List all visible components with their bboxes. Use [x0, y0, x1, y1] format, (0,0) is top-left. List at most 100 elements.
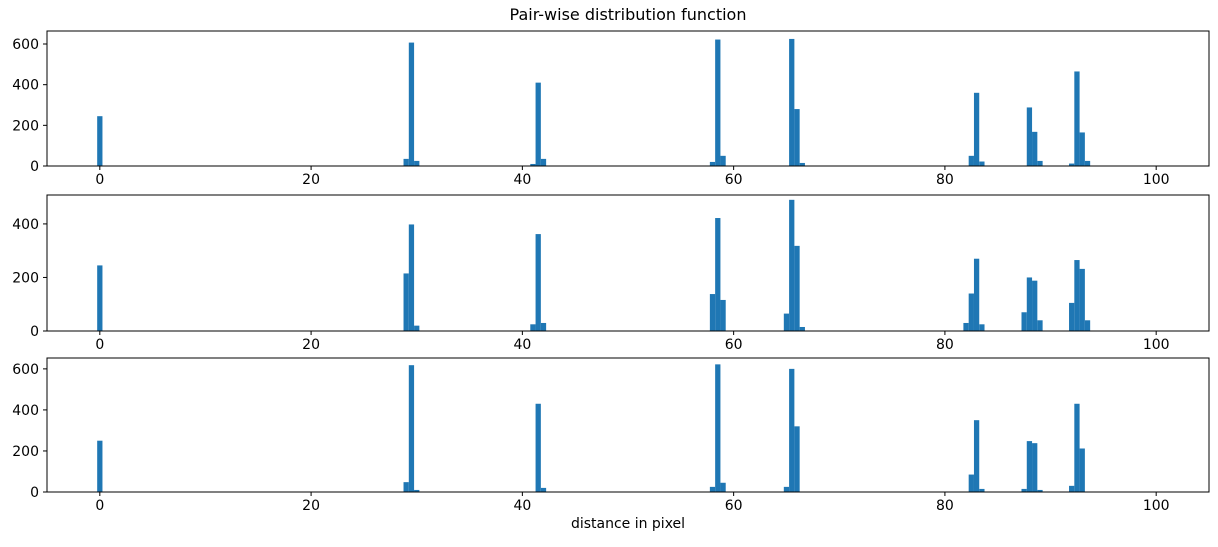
- histogram-bar: [799, 326, 805, 331]
- y-tick-label: 400: [12, 78, 39, 94]
- histogram-bar: [1026, 277, 1033, 331]
- histogram-bar: [414, 160, 420, 166]
- x-tick-label: 100: [1143, 498, 1170, 514]
- histogram-bar: [1069, 302, 1075, 331]
- histogram-bar: [1069, 163, 1075, 166]
- histogram-bar: [968, 293, 974, 331]
- histogram-bar: [709, 294, 716, 331]
- histogram-bar: [789, 368, 795, 492]
- axes-frame: [46, 30, 1210, 167]
- histogram-bar: [709, 161, 716, 166]
- histogram-bar: [1021, 312, 1027, 331]
- histogram-bar: [1037, 160, 1043, 166]
- histogram-bar: [530, 163, 536, 166]
- histogram-bar: [794, 109, 800, 166]
- y-tick-label: 0: [30, 324, 39, 340]
- y-tick-label: 400: [12, 217, 39, 233]
- histogram-bar: [1032, 443, 1038, 492]
- y-tick-label: 0: [30, 485, 39, 501]
- histogram-bar: [973, 92, 980, 166]
- histogram-bar: [968, 474, 974, 492]
- x-tick-label: 60: [725, 337, 743, 353]
- histogram-bar: [540, 487, 547, 492]
- x-tick-label: 60: [725, 498, 743, 514]
- y-tick-label: 200: [12, 118, 39, 134]
- x-tick-label: 80: [936, 498, 954, 514]
- y-tick-label: 0: [30, 159, 39, 175]
- histogram-bar: [979, 324, 985, 331]
- histogram-bar: [540, 322, 547, 331]
- histogram-bar: [1079, 132, 1085, 166]
- histogram-bar: [789, 38, 795, 167]
- histogram-bar: [535, 234, 541, 331]
- x-tick-label: 20: [302, 337, 320, 353]
- x-axis-label: distance in pixel: [570, 516, 686, 532]
- x-tick-label: 20: [302, 498, 320, 514]
- axes-frame: [46, 357, 1210, 493]
- histogram-bar: [720, 299, 726, 331]
- histogram-bar: [1084, 320, 1091, 331]
- histogram-bar: [720, 155, 726, 166]
- histogram-bar: [535, 82, 541, 166]
- histogram-bar: [715, 364, 721, 492]
- histogram-bar: [403, 273, 409, 331]
- histogram-bar: [799, 162, 805, 166]
- histogram-bar: [97, 265, 103, 331]
- y-tick-label: 400: [12, 403, 39, 419]
- histogram-bar: [783, 486, 790, 492]
- x-tick-label: 20: [302, 172, 320, 188]
- histogram-bar: [794, 245, 800, 331]
- x-tick-label: 0: [95, 172, 104, 188]
- histogram-bar: [973, 258, 980, 331]
- x-tick-label: 80: [936, 172, 954, 188]
- x-tick-label: 40: [513, 172, 531, 188]
- histogram-bar: [403, 158, 409, 166]
- histogram-bar: [715, 218, 721, 331]
- histogram-bar: [97, 440, 103, 492]
- histogram-bar: [1074, 260, 1080, 331]
- histogram-bar: [1069, 485, 1075, 492]
- histogram-bar: [408, 224, 415, 331]
- histogram-bar: [97, 116, 103, 166]
- y-tick-label: 600: [12, 362, 39, 378]
- x-tick-label: 40: [513, 498, 531, 514]
- histogram-bar: [1037, 489, 1043, 492]
- histogram-bar: [963, 322, 969, 331]
- histogram-bar: [408, 42, 415, 167]
- histogram-bar: [1026, 107, 1033, 166]
- histogram-bar: [1079, 268, 1085, 331]
- axes-frame: [46, 194, 1210, 332]
- histogram-bar: [1032, 280, 1038, 331]
- histogram-bar: [789, 199, 795, 331]
- histogram-bar: [1079, 448, 1085, 492]
- histogram-bar: [715, 39, 721, 167]
- histogram-bar: [1074, 71, 1080, 166]
- y-tick-label: 600: [12, 37, 39, 53]
- histogram-bar: [403, 482, 409, 492]
- histogram-bar: [1074, 403, 1080, 492]
- histogram-bar: [979, 161, 985, 166]
- x-tick-label: 100: [1143, 337, 1170, 353]
- x-tick-label: 80: [936, 337, 954, 353]
- histogram-bar: [540, 158, 547, 166]
- histogram-bar: [794, 426, 800, 492]
- histogram-bar: [1026, 441, 1033, 492]
- chart-title: Pair-wise distribution function: [509, 5, 747, 24]
- histogram-bar: [414, 325, 420, 331]
- histogram-bar: [979, 488, 985, 492]
- y-tick-label: 200: [12, 270, 39, 286]
- x-tick-label: 100: [1143, 172, 1170, 188]
- x-tick-label: 60: [725, 172, 743, 188]
- histogram-bar: [530, 324, 536, 331]
- histogram-bar: [414, 489, 420, 492]
- histogram-bar: [1037, 320, 1043, 331]
- x-tick-label: 40: [513, 337, 531, 353]
- x-tick-label: 0: [95, 337, 104, 353]
- x-tick-label: 0: [95, 498, 104, 514]
- y-tick-label: 200: [12, 444, 39, 460]
- histogram-bar: [1021, 488, 1027, 492]
- histogram-bar: [709, 486, 716, 492]
- histogram-bar: [783, 313, 790, 331]
